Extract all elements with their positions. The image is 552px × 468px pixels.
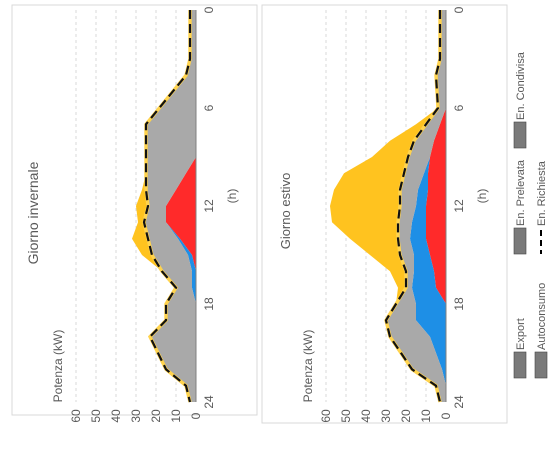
area-en-condivisa <box>410 10 446 402</box>
y-axis-label: Potenza (kW) <box>51 330 65 403</box>
demand-line <box>142 10 192 403</box>
y-tick-label: 20 <box>149 409 163 423</box>
chart-frame-winter <box>11 4 258 416</box>
area-export <box>330 10 440 402</box>
area-autoconsumo <box>166 10 196 402</box>
legend-swatch <box>513 121 527 149</box>
y-tick-label: 10 <box>419 409 433 423</box>
y-tick-label: 0 <box>189 412 203 419</box>
legend: Export En. Prelevata En. Condivisa Autocons… <box>513 51 548 379</box>
y-tick-label: 30 <box>129 409 143 423</box>
y-tick-label: 40 <box>109 409 123 423</box>
x-tick-label: 18 <box>202 297 216 311</box>
x-axis-label: (h) <box>475 189 489 204</box>
x-tick-label: 24 <box>452 395 466 409</box>
legend-label: Autoconsumo <box>536 283 548 350</box>
y-axis-label: Potenza (kW) <box>301 330 315 403</box>
demand-line <box>384 10 442 403</box>
legend-label: En. Condivisa <box>515 51 527 120</box>
x-tick-label: 12 <box>202 199 216 213</box>
y-tick-label: 0 <box>439 412 453 419</box>
legend-swatch <box>513 227 527 255</box>
x-axis-label: (h) <box>225 189 239 204</box>
area-export <box>132 10 190 402</box>
legend-label: En. Richiesta <box>536 160 548 226</box>
y-tick-label: 60 <box>69 409 83 423</box>
y-tick-label: 50 <box>89 409 103 423</box>
chart-summer: 0 10 20 30 40 50 60 0 6 12 18 24 Potenza (kW) (h) <box>301 6 489 422</box>
x-tick-label: 6 <box>452 104 466 111</box>
y-tick-label: 60 <box>319 409 333 423</box>
x-tick-label: 6 <box>202 104 216 111</box>
y-tick-label: 10 <box>169 409 183 423</box>
area-en-prelevata <box>386 10 446 402</box>
y-tick-label: 20 <box>399 409 413 423</box>
area-en-prelevata <box>144 10 196 402</box>
x-tick-label: 24 <box>202 395 216 409</box>
x-tick-label: 0 <box>202 6 216 13</box>
x-tick-label: 18 <box>452 297 466 311</box>
legend-swatch <box>534 351 548 379</box>
y-tick-label: 50 <box>339 409 353 423</box>
area-autoconsumo <box>426 10 446 402</box>
y-tick-label: 30 <box>379 409 393 423</box>
legend-label: Export <box>515 318 527 350</box>
chart-title: Giorno estivo <box>278 173 293 250</box>
x-tick-label: 12 <box>452 199 466 213</box>
legend-label: En. Prelevata <box>515 159 527 226</box>
legend-swatch <box>513 351 527 379</box>
x-tick-label: 0 <box>452 6 466 13</box>
y-tick-label: 40 <box>359 409 373 423</box>
chart-winter: 0 10 20 30 40 50 60 0 6 12 18 24 Potenza (kW) (h) <box>51 6 239 422</box>
chart-title: Giorno invernale <box>25 161 41 264</box>
